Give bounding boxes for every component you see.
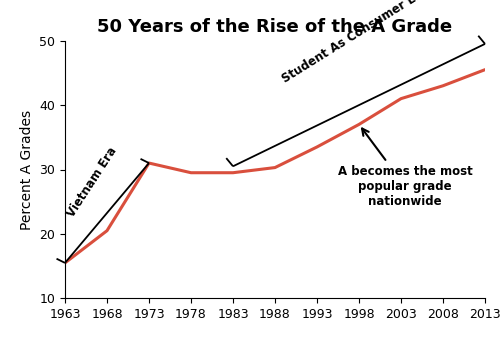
- Text: Vietnam Era: Vietnam Era: [64, 145, 120, 220]
- Text: A becomes the most
popular grade
nationwide: A becomes the most popular grade nationw…: [338, 128, 472, 208]
- Title: 50 Years of the Rise of the A Grade: 50 Years of the Rise of the A Grade: [98, 18, 452, 36]
- Y-axis label: Percent A Grades: Percent A Grades: [20, 109, 34, 230]
- Text: Student As Consumer Era: Student As Consumer Era: [280, 0, 430, 86]
